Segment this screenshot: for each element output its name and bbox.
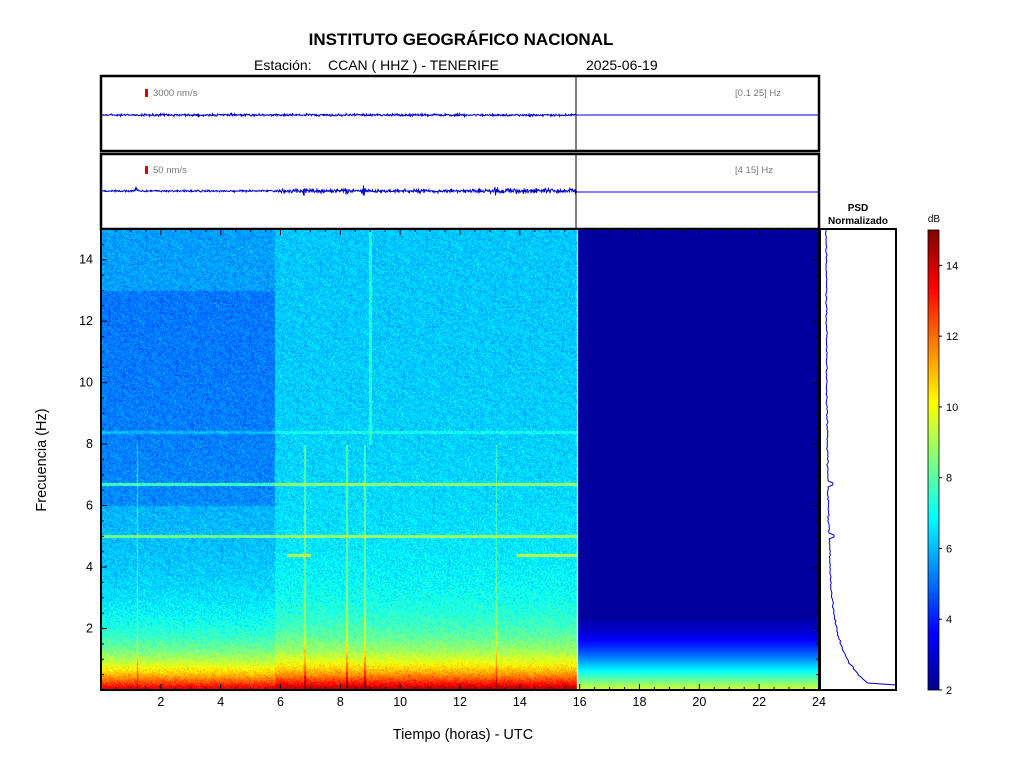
seismogram-panel-1: 3000 nm/s [0.1 25] Hz	[99, 74, 821, 153]
station-name: CCAN ( HHZ ) - TENERIFE	[328, 57, 499, 73]
colorbar: dB 2 4 6 8 10 12 14	[927, 214, 958, 697]
y-tick-label: 4	[86, 560, 93, 574]
colorbar-tick-label: 8	[946, 473, 952, 485]
y-tick-label: 2	[86, 622, 93, 636]
x-tick-label: 6	[277, 695, 284, 709]
scale-label-1: 3000 nm/s	[153, 88, 198, 99]
psd-title: PSD	[848, 203, 869, 214]
psd-subtitle: Normalizado	[828, 216, 888, 227]
scale-bar-2	[145, 166, 148, 174]
x-tick-label: 2	[157, 695, 164, 709]
x-tick-label: 14	[513, 695, 527, 709]
date-label: 2025-06-19	[586, 57, 658, 73]
y-tick-label: 6	[86, 499, 93, 513]
seismogram-trace-1	[100, 111, 577, 119]
y-tick-label: 12	[79, 314, 93, 328]
colorbar-tick-label: 14	[946, 260, 958, 272]
seismogram-trace-2	[100, 185, 577, 197]
y-tick-label: 10	[79, 376, 93, 390]
filter-label-2: [4 15] Hz	[735, 165, 773, 176]
colorbar-tick-label: 6	[946, 543, 952, 555]
colorbar-tick-label: 10	[946, 402, 958, 414]
x-tick-label: 22	[752, 695, 766, 709]
trace-line	[100, 111, 577, 119]
scale-bar-1	[145, 89, 148, 97]
colorbar-tick-label: 12	[946, 331, 958, 343]
psd-curve	[825, 228, 897, 689]
x-tick-label: 4	[217, 695, 224, 709]
y-axis-label: Frecuencia (Hz)	[34, 408, 50, 511]
y-tick-label: 8	[86, 437, 93, 451]
x-tick-label: 18	[633, 695, 647, 709]
x-tick-label: 8	[337, 695, 344, 709]
y-tick-label: 14	[79, 253, 93, 267]
x-axis-label: Tiempo (horas) - UTC	[393, 727, 533, 743]
chart-title: INSTITUTO GEOGRÁFICO NACIONAL	[309, 30, 614, 49]
x-tick-label: 10	[393, 695, 407, 709]
trace-line	[100, 185, 577, 197]
seismogram-panel-2: 50 nm/s [4 15] Hz	[99, 152, 821, 231]
colorbar-tick-label: 2	[946, 685, 952, 697]
x-tick-label: 16	[573, 695, 587, 709]
colorbar-tick-label: 4	[946, 614, 952, 626]
filter-label-1: [0.1 25] Hz	[735, 88, 781, 99]
spectrogram-image	[101, 229, 819, 690]
x-tick-label: 20	[692, 695, 706, 709]
station-label: Estación:	[254, 57, 312, 73]
scale-label-2: 50 nm/s	[153, 165, 187, 176]
colorbar-unit: dB	[928, 214, 941, 225]
x-tick-label: 12	[453, 695, 467, 709]
x-tick-label: 24	[812, 695, 826, 709]
colorbar-ticks: 2 4 6 8 10 12 14	[939, 260, 958, 697]
psd-panel: PSD Normalizado	[819, 203, 897, 691]
